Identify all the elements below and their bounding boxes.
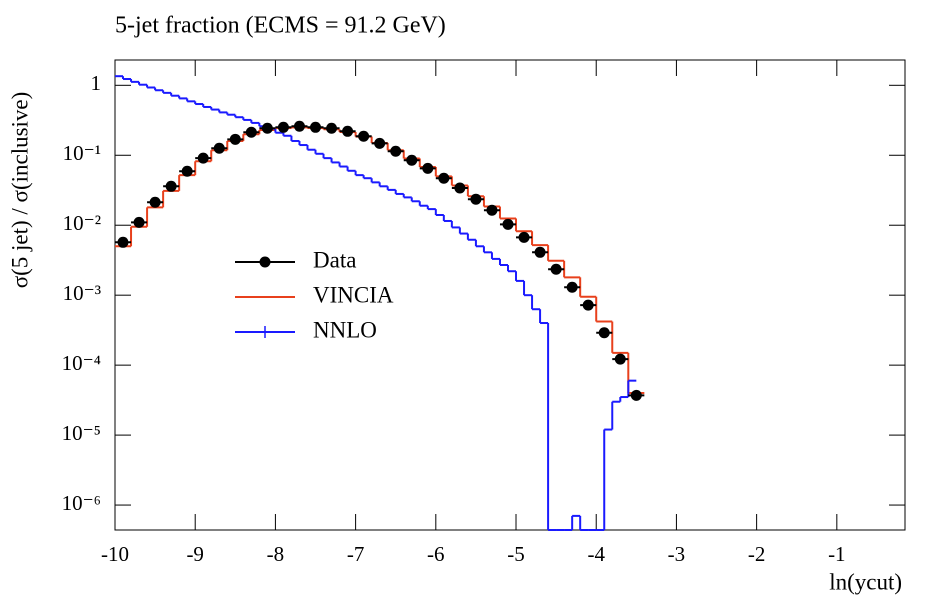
- x-tick-label: -6: [427, 542, 445, 566]
- y-tick-label: 10⁻³: [63, 281, 101, 305]
- data-point: [550, 263, 562, 275]
- x-tick-label: -1: [828, 542, 846, 566]
- data-point: [277, 121, 289, 133]
- data-point: [197, 152, 209, 164]
- data-point: [630, 389, 642, 401]
- data-point: [213, 142, 225, 154]
- data-point: [165, 180, 177, 192]
- data-point: [181, 165, 193, 177]
- x-tick-label: -3: [668, 542, 686, 566]
- data-point: [470, 193, 482, 205]
- data-point: [310, 121, 322, 133]
- data-point: [326, 122, 338, 134]
- data-point: [598, 327, 610, 339]
- data-point: [117, 236, 129, 248]
- data-point: [133, 216, 145, 228]
- x-tick-label: -7: [347, 542, 365, 566]
- data-point: [229, 133, 241, 145]
- y-tick-label: 10⁻⁵: [62, 421, 101, 445]
- data-point: [438, 172, 450, 184]
- y-tick-label: 10⁻⁶: [62, 491, 101, 515]
- legend-label: Data: [313, 247, 356, 272]
- data-point: [486, 204, 498, 216]
- x-axis-label: ln(ycut): [829, 569, 902, 594]
- y-tick-label: 10⁻²: [63, 211, 101, 235]
- x-tick-label: -10: [101, 542, 129, 566]
- data-point: [293, 120, 305, 132]
- y-tick-label: 1: [91, 71, 102, 95]
- data-point: [502, 218, 514, 230]
- y-tick-label: 10⁻¹: [63, 141, 101, 165]
- x-tick-label: -4: [587, 542, 605, 566]
- y-axis-label: σ(5 jet) / σ(inclusive): [7, 92, 32, 289]
- data-point: [566, 281, 578, 293]
- legend-label: NNLO: [313, 317, 377, 342]
- data-point: [374, 137, 386, 149]
- y-tick-label: 10⁻⁴: [62, 351, 101, 375]
- legend-marker: [259, 256, 271, 268]
- data-point: [614, 353, 626, 365]
- data-point: [342, 125, 354, 137]
- legend-label: VINCIA: [313, 282, 394, 307]
- data-point: [454, 182, 466, 194]
- data-point: [582, 299, 594, 311]
- x-tick-label: -2: [748, 542, 766, 566]
- data-point: [261, 122, 273, 134]
- data-point: [518, 231, 530, 243]
- data-point: [390, 145, 402, 157]
- x-tick-label: -8: [267, 542, 285, 566]
- chart-title: 5-jet fraction (ECMS = 91.2 GeV): [115, 13, 446, 39]
- data-point: [149, 196, 161, 208]
- x-tick-label: -5: [507, 542, 525, 566]
- data-point: [422, 162, 434, 174]
- data-point: [245, 126, 257, 138]
- data-point: [406, 154, 418, 166]
- data-point: [534, 246, 546, 258]
- x-tick-label: -9: [186, 542, 204, 566]
- data-point: [358, 130, 370, 142]
